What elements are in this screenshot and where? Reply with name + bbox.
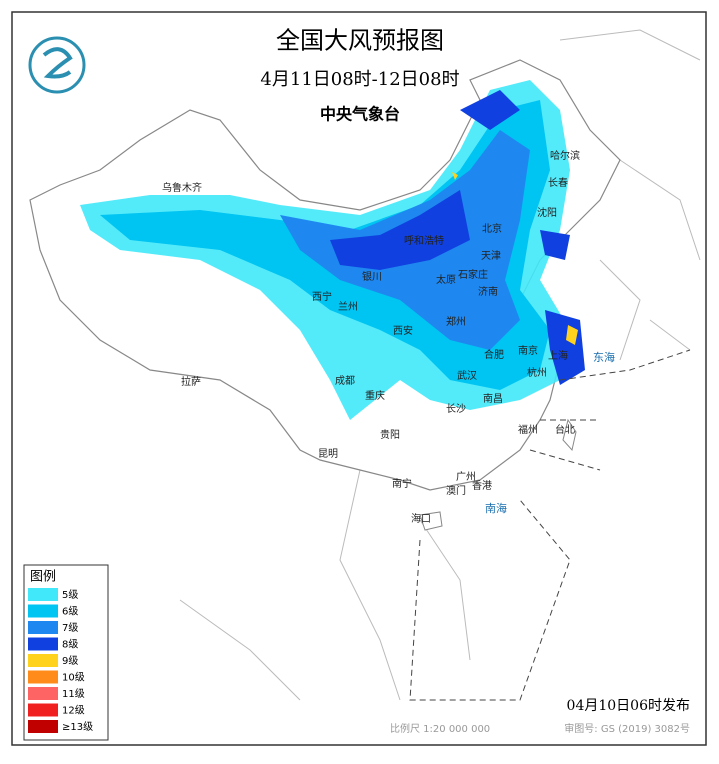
legend-label: 10级 <box>62 672 85 684</box>
city: 海口 <box>411 512 431 525</box>
legend-title: 图例 <box>30 570 56 585</box>
legend-swatch <box>28 637 58 651</box>
city: 福州 <box>518 423 538 436</box>
city: 昆明 <box>318 448 338 460</box>
time-range: 4月11日08时-12日08时 <box>260 69 459 90</box>
city: 拉萨 <box>181 375 201 388</box>
legend-label: ≥13级 <box>62 721 93 733</box>
legend-swatch <box>28 654 58 667</box>
dashed-lines <box>409 349 691 701</box>
city: 香港 <box>472 480 492 492</box>
city: 南昌 <box>483 392 503 405</box>
legend-label: 5级 <box>62 589 78 601</box>
title: 全国大风预报图 <box>276 27 444 55</box>
city: 济南 <box>478 285 498 298</box>
city: 长春 <box>548 177 568 189</box>
legend-label: 11级 <box>62 688 85 700</box>
city: 贵阳 <box>380 428 400 441</box>
legend-swatch <box>28 604 58 618</box>
scale: 比例尺 1:20 000 000 <box>390 722 490 735</box>
wind-areas <box>80 80 585 420</box>
city: 台北 <box>555 423 575 436</box>
issuer: 中央气象台 <box>320 105 400 124</box>
city: 澳门 <box>446 484 466 497</box>
legend-swatch <box>28 687 58 700</box>
city: 兰州 <box>338 300 358 313</box>
city-labels: 乌鲁木齐 哈尔滨 长春 沈阳 北京 天津 呼和浩特 石家庄 太原 济南 银川 西… <box>162 149 615 525</box>
city: 西宁 <box>312 290 332 303</box>
legend-swatch <box>28 720 58 733</box>
city: 合肥 <box>484 348 504 361</box>
city: 石家庄 <box>458 268 488 281</box>
legend-swatch <box>28 670 58 684</box>
city: 银川 <box>362 270 382 283</box>
city: 天津 <box>481 250 501 262</box>
legend-label: 8级 <box>62 639 78 651</box>
legend-label: 9级 <box>62 655 78 667</box>
city: 太原 <box>436 273 456 286</box>
published: 04月10日06时发布 <box>567 698 690 714</box>
city: 沈阳 <box>537 206 557 219</box>
city: 长沙 <box>446 403 466 415</box>
island-taiwan <box>562 418 577 452</box>
wind-area <box>330 90 585 385</box>
sea-label: 东海 <box>593 350 615 364</box>
legend-swatch <box>28 621 58 634</box>
city: 呼和浩特 <box>404 235 444 247</box>
approval: 审图号: GS (2019) 3082号 <box>564 722 690 735</box>
legend-label: 6级 <box>62 606 78 618</box>
sea-label: 南海 <box>485 501 507 515</box>
city: 南宁 <box>392 477 412 490</box>
city: 乌鲁木齐 <box>162 181 202 194</box>
logo <box>28 36 86 94</box>
legend-swatch <box>28 588 58 601</box>
city: 杭州 <box>527 366 547 379</box>
city: 武汉 <box>457 369 477 382</box>
city: 成都 <box>335 375 355 387</box>
city: 上海 <box>548 349 568 362</box>
city: 西安 <box>393 324 413 337</box>
legend-label: 7级 <box>62 622 78 634</box>
city: 郑州 <box>446 315 466 328</box>
city: 广州 <box>456 471 476 483</box>
island-hainan <box>419 511 443 531</box>
city: 南京 <box>518 344 538 357</box>
city: 北京 <box>482 222 502 235</box>
legend: 图例 5级 6级 7级 8级 9级 10级 11级 12级 ≥13级 <box>23 564 109 741</box>
legend-swatch <box>28 703 58 717</box>
legend-label: 12级 <box>62 705 85 717</box>
city: 重庆 <box>365 389 385 402</box>
city: 哈尔滨 <box>550 149 580 162</box>
neighbors <box>179 29 701 701</box>
